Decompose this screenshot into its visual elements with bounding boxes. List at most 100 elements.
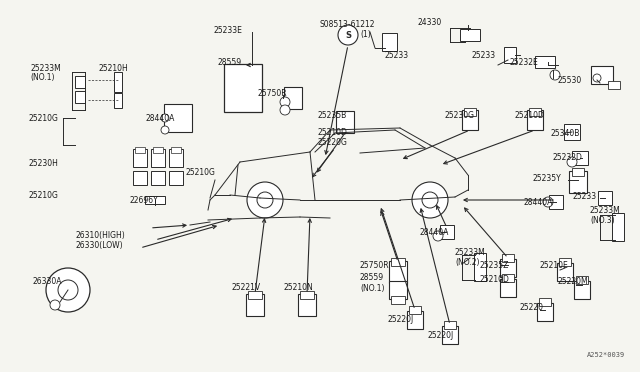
Bar [572, 168, 584, 176]
Bar [569, 171, 587, 193]
Bar [145, 196, 165, 204]
Bar [169, 171, 183, 185]
Circle shape [422, 192, 438, 208]
Text: 25210H: 25210H [98, 64, 128, 73]
Bar [444, 321, 456, 329]
Bar [576, 276, 588, 284]
Bar [164, 104, 192, 132]
Text: 25232E: 25232E [510, 58, 539, 67]
Bar [574, 281, 590, 299]
Bar [284, 87, 302, 109]
Text: 25210G: 25210G [28, 113, 58, 122]
Text: 28440A: 28440A [524, 198, 554, 206]
Bar [462, 110, 478, 130]
Text: 25230H: 25230H [28, 158, 58, 167]
Circle shape [161, 114, 169, 122]
Bar [246, 294, 264, 316]
Circle shape [247, 182, 283, 218]
Text: 22696Y: 22696Y [130, 196, 159, 205]
Circle shape [46, 268, 90, 312]
Circle shape [412, 182, 448, 218]
Bar [442, 326, 458, 344]
Text: 25233: 25233 [472, 51, 496, 60]
Text: 25530: 25530 [558, 76, 582, 84]
Bar [151, 149, 165, 167]
Text: 25233M: 25233M [590, 205, 621, 215]
Text: 25210E: 25210E [540, 260, 569, 269]
Bar [298, 294, 316, 316]
Bar [75, 76, 85, 88]
Bar [598, 191, 612, 205]
Bar [300, 291, 314, 299]
Text: (1): (1) [360, 29, 371, 38]
Text: 28440A: 28440A [145, 113, 174, 122]
Bar [612, 213, 624, 241]
Bar [135, 147, 145, 153]
Bar [460, 29, 480, 41]
Bar [535, 56, 555, 68]
Circle shape [433, 231, 443, 241]
Bar [559, 258, 571, 266]
Bar [391, 258, 405, 266]
Bar [169, 149, 183, 167]
Text: 25220: 25220 [520, 304, 544, 312]
Bar [153, 147, 163, 153]
Text: S: S [345, 31, 351, 39]
Text: 25233E: 25233E [213, 26, 242, 35]
Bar [409, 306, 421, 314]
Text: 25210D: 25210D [515, 110, 545, 119]
Text: 25220G: 25220G [318, 138, 348, 147]
Text: 26330A: 26330A [32, 278, 61, 286]
Bar [114, 72, 122, 92]
Circle shape [50, 300, 60, 310]
Bar [591, 66, 613, 84]
Text: 25750R: 25750R [360, 260, 390, 269]
Text: 25340B: 25340B [551, 128, 580, 138]
Text: 26310(HIGH): 26310(HIGH) [75, 231, 125, 240]
Circle shape [280, 105, 290, 115]
Text: S08513-61212: S08513-61212 [320, 19, 376, 29]
Bar [171, 147, 181, 153]
Bar [539, 298, 551, 306]
Bar [529, 108, 541, 116]
Bar [440, 225, 454, 239]
Text: 25210D: 25210D [318, 128, 348, 137]
Text: 25750R: 25750R [258, 89, 287, 97]
Circle shape [567, 157, 577, 167]
Bar [537, 303, 553, 321]
Circle shape [161, 126, 169, 134]
Bar [464, 108, 476, 116]
Text: (NO.1): (NO.1) [360, 283, 385, 292]
Bar [407, 311, 423, 329]
Text: 28559: 28559 [360, 273, 384, 282]
Bar [75, 91, 85, 103]
Bar [504, 47, 516, 63]
Text: 25220M: 25220M [558, 278, 589, 286]
Bar [133, 149, 147, 167]
Text: 25235Y: 25235Y [533, 173, 562, 183]
Text: (NO.2): (NO.2) [455, 257, 479, 266]
Text: 25220J: 25220J [428, 330, 454, 340]
Text: 28559: 28559 [218, 58, 242, 67]
Text: 25232D: 25232D [553, 153, 583, 161]
Text: 25233M: 25233M [30, 64, 61, 73]
Bar [114, 93, 122, 108]
Bar [383, 33, 397, 51]
Text: 25233: 25233 [385, 51, 409, 60]
Text: 25235Z: 25235Z [480, 260, 509, 269]
Bar [248, 291, 262, 299]
Bar [500, 259, 516, 277]
Bar [557, 263, 573, 281]
Circle shape [257, 192, 273, 208]
Circle shape [58, 280, 78, 300]
Bar [474, 253, 486, 281]
Text: 28440A: 28440A [420, 228, 449, 237]
Text: A252*0039: A252*0039 [587, 352, 625, 358]
Bar [608, 81, 620, 89]
Bar [336, 111, 354, 133]
Text: 25233M: 25233M [455, 247, 486, 257]
Text: 25210G: 25210G [28, 190, 58, 199]
Text: 25210D: 25210D [480, 276, 510, 285]
Text: 26330(LOW): 26330(LOW) [75, 241, 123, 250]
Text: 25210N: 25210N [284, 283, 314, 292]
